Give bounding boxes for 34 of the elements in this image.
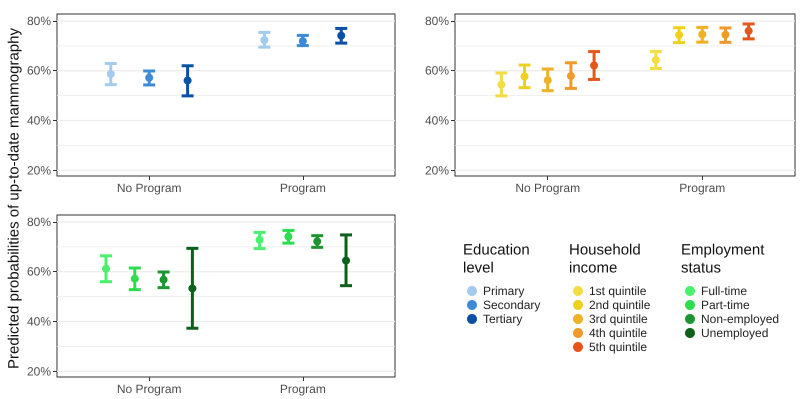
y-tick-label: 60% — [26, 264, 52, 279]
y-tick-label: 60% — [26, 64, 52, 78]
y-tick-label: 40% — [26, 114, 52, 128]
y-tick-label: 20% — [424, 163, 450, 178]
legend-label: Full-time — [701, 284, 748, 298]
legend-title: Household income — [569, 242, 641, 276]
y-axis-title: Predicted probabilities of up-to-date mammography — [6, 27, 22, 372]
y-tick-label: 80% — [424, 14, 450, 28]
x-tick-label: No Program — [116, 181, 182, 195]
x-tick-label: Program — [679, 181, 726, 195]
y-tick-label: 80% — [26, 214, 52, 229]
y-tick-label: 20% — [26, 163, 52, 178]
legend-label: Primary — [483, 284, 524, 298]
legend-label: 4th quintile — [589, 326, 648, 340]
y-tick-label: 20% — [26, 364, 52, 378]
legend-label: 1st quintile — [589, 284, 647, 298]
x-tick-label: No Program — [116, 382, 182, 396]
legend-label: Tertiary — [483, 312, 522, 326]
y-tick-label: 40% — [424, 114, 450, 128]
x-tick-label: Program — [280, 181, 326, 195]
legend-label: Secondary — [483, 298, 540, 312]
x-tick-label: No Program — [515, 181, 580, 195]
legend-label: 3rd quintile — [589, 312, 648, 326]
legend-title: Employment status — [681, 242, 766, 276]
x-tick-label: Program — [280, 382, 326, 396]
legend-label: 5th quintile — [589, 340, 648, 354]
legend-title: Education level — [463, 242, 530, 276]
legend-label: 2nd quintile — [589, 298, 651, 312]
legend-label: Unemployed — [701, 326, 768, 340]
legend-label: Part-time — [701, 298, 750, 312]
y-tick-label: 60% — [424, 64, 450, 78]
y-tick-label: 80% — [26, 14, 52, 28]
legend-label: Non-employed — [701, 312, 780, 326]
y-tick-label: 40% — [26, 314, 52, 329]
